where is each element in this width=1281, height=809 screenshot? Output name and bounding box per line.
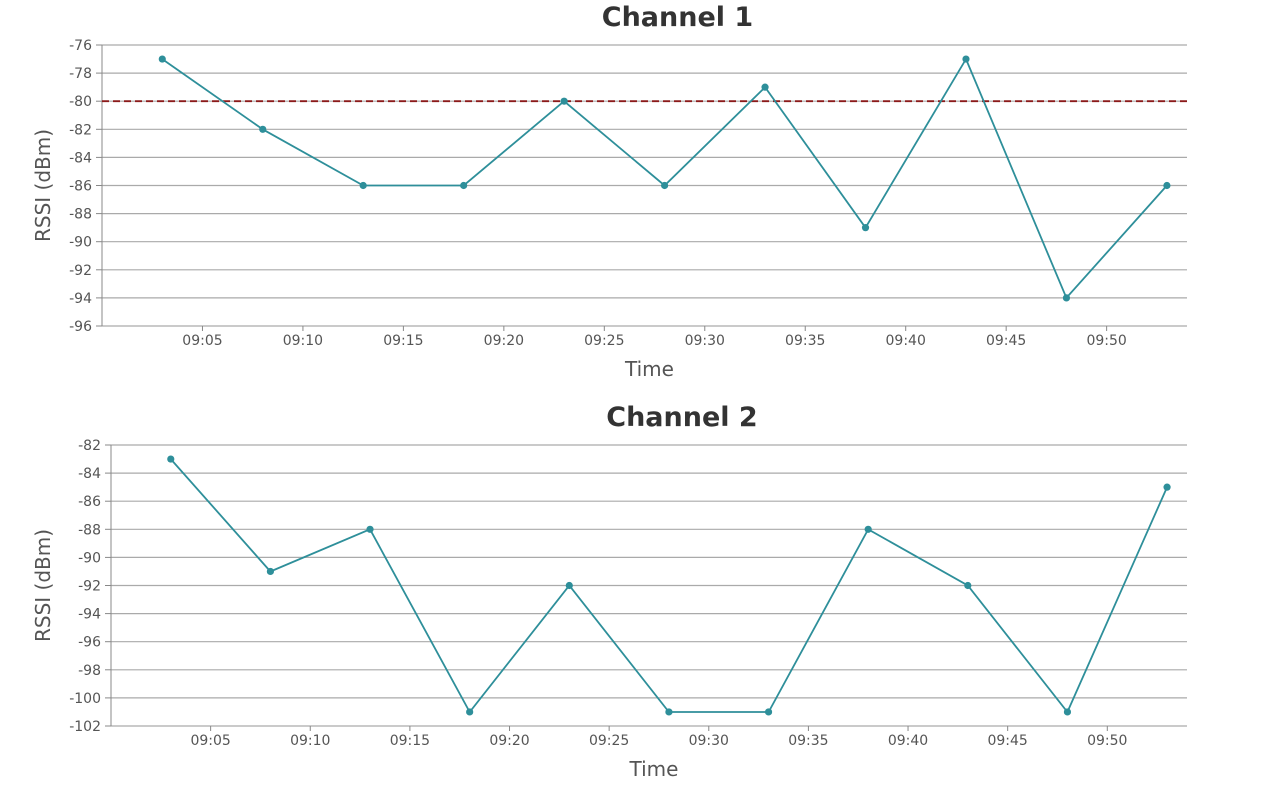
chart-1-x-tick-label: 09:20	[484, 333, 524, 349]
chart-1-data-point	[460, 181, 468, 190]
chart-1-y-axis-title: RSSI (dBm)	[31, 129, 55, 242]
chart-1-x-tick-label: 09:50	[1086, 333, 1126, 349]
chart-1-y-tick-label: -90	[69, 235, 92, 251]
chart-1-y-tick-label: -76	[69, 38, 92, 54]
chart-1-x-tick-label: 09:35	[785, 333, 825, 349]
chart-1-x-tick-label: 09:10	[283, 333, 323, 349]
chart-2-y-tick-label: -100	[69, 691, 101, 707]
chart-1-y-tick-label: -80	[69, 94, 92, 110]
chart-2-y-tick-label: -102	[69, 719, 101, 735]
chart-1-y-tick-label: -96	[69, 319, 92, 335]
chart-1-data-point	[1062, 294, 1071, 302]
chart-2-y-axis-title: RSSI (dBm)	[31, 529, 55, 642]
chart-2-y-tick-label: -90	[78, 550, 101, 566]
chart-2-data-point	[964, 581, 972, 590]
chart-1: -96 -94 -92 -90 -88 -86 -84 -82 -80 -78 -76 09:05 09…	[31, 2, 1187, 381]
chart-1-y-tick-label: -88	[69, 207, 92, 223]
chart-1-data-point	[861, 224, 870, 232]
chart-2-data-point	[366, 525, 374, 533]
chart-2-x-tick-label: 09:20	[489, 733, 529, 749]
chart-1-x-tick-label: 09:25	[584, 333, 624, 349]
chart-1-x-tick-label: 09:30	[685, 333, 725, 349]
chart-2-data-point	[1163, 483, 1171, 491]
chart-1-data-point	[359, 181, 367, 190]
chart-2-y-tick-label: -82	[78, 438, 101, 454]
chart-1-y-tick-label: -86	[69, 179, 92, 195]
chart-1-y-tick-label: -92	[69, 263, 92, 279]
chart-2-y-tick-label: -84	[78, 466, 101, 482]
chart-1-data-point	[962, 55, 970, 63]
chart-2-x-tick-label: 09:35	[788, 733, 828, 749]
chart-2-x-tick-label: 09:45	[987, 733, 1027, 749]
chart-2-data-point	[764, 708, 773, 716]
chart-1-data-point	[761, 83, 769, 91]
chart-1-y-tick-label: -78	[69, 66, 92, 82]
chart-2-y-tick-label: -92	[78, 579, 101, 595]
chart-2-title: Channel 2	[606, 402, 757, 433]
chart-1-y-tick-label: -82	[69, 122, 92, 138]
chart-2-x-tick-label: 09:25	[589, 733, 629, 749]
chart-2-data-point	[565, 581, 573, 590]
chart-1-x-axis-title: Time	[624, 357, 674, 381]
chart-2-data-point	[466, 708, 474, 716]
chart-2-x-axis-title: Time	[629, 757, 679, 781]
chart-2-data-point	[167, 455, 175, 463]
chart-1-x-tick-label: 09:45	[986, 333, 1026, 349]
chart-1-data-point	[560, 97, 568, 105]
chart-1-data-point	[158, 55, 166, 63]
chart-2-y-tick-label: -98	[78, 663, 101, 679]
chart-1-data-point	[1163, 181, 1171, 190]
chart-1-data-point	[660, 181, 669, 190]
chart-1-y-tick-label: -84	[69, 150, 92, 166]
chart-2-x-tick-label: 09:05	[190, 733, 230, 749]
chart-2-x-tick-label: 09:10	[290, 733, 330, 749]
chart-1-x-tick-label: 09:40	[886, 333, 926, 349]
chart-1-series-line	[161, 57, 1168, 300]
chart-2-data-point	[665, 708, 673, 716]
chart-2-x-tick-label: 09:40	[888, 733, 928, 749]
chart-2: -102 -100 -98 -96 -94 -92 -90 -88 -86 -84 -82 09:05…	[31, 402, 1187, 781]
chart-2-y-tick-label: -88	[78, 522, 101, 538]
chart-1-y-tick-label: -94	[69, 291, 92, 307]
chart-1-x-tick-label: 09:05	[182, 333, 222, 349]
chart-2-data-point	[266, 567, 275, 576]
chart-2-y-tick-label: -94	[78, 607, 101, 623]
chart-2-x-tick-label: 09:50	[1087, 733, 1127, 749]
chart-1-x-tick-label: 09:15	[383, 333, 423, 349]
chart-2-x-tick-label: 09:30	[689, 733, 729, 749]
chart-1-data-point	[259, 125, 267, 133]
chart-2-data-point	[864, 525, 872, 533]
chart-1-title: Channel 1	[602, 2, 753, 33]
chart-2-data-point	[1063, 708, 1072, 716]
chart-2-y-tick-label: -86	[78, 494, 101, 510]
chart-2-x-tick-label: 09:15	[390, 733, 430, 749]
chart-2-y-tick-label: -96	[78, 635, 101, 651]
